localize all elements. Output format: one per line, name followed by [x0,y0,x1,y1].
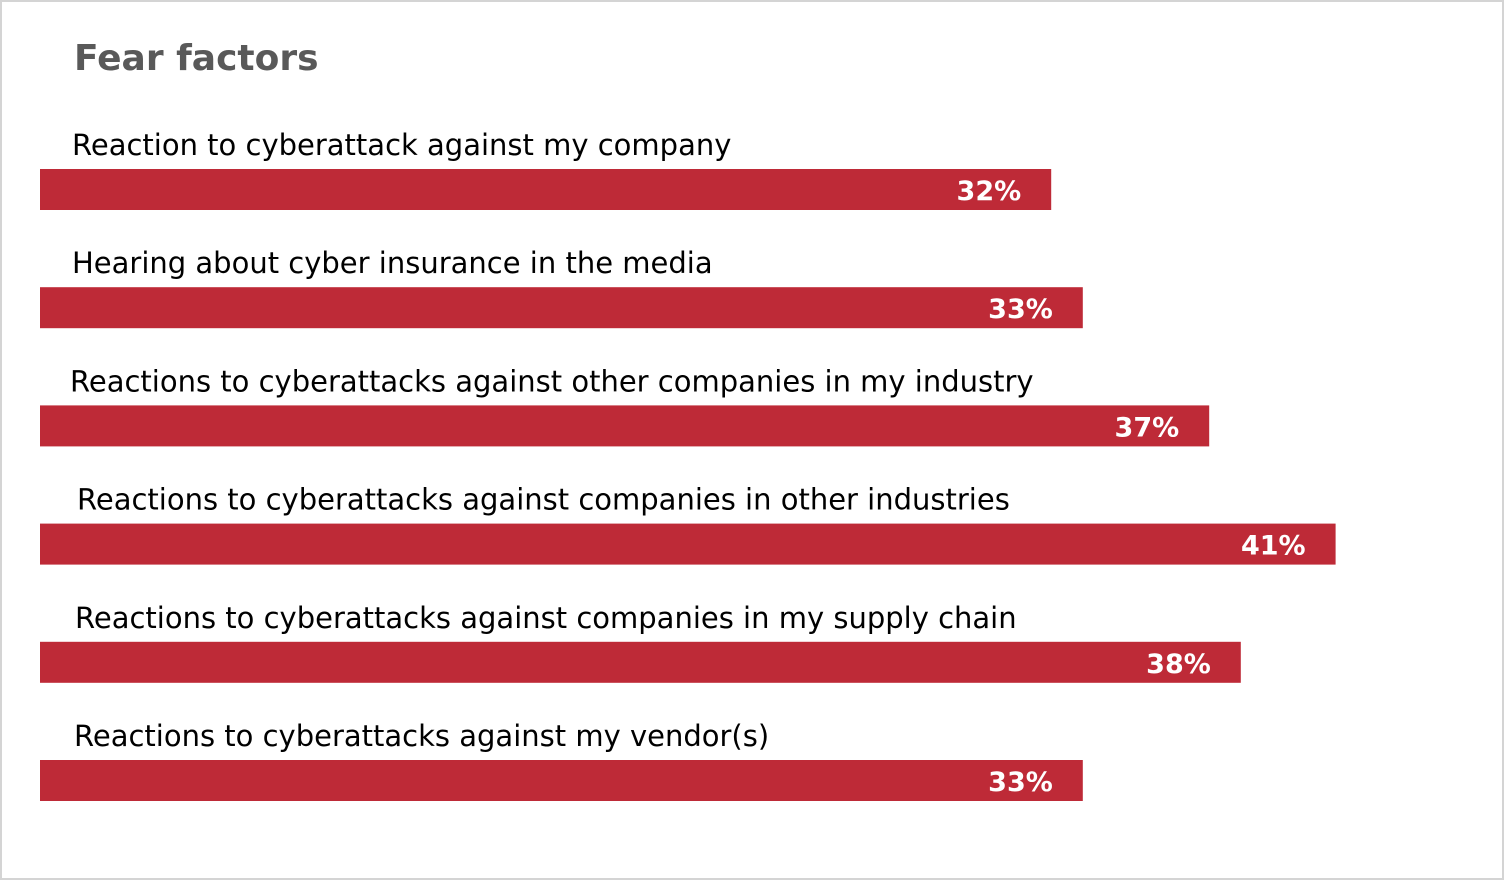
bar [40,760,1083,801]
value-label: 33% [988,294,1053,325]
chart-title: Fear factors [74,38,319,79]
category-label: Reaction to cyberattack against my compa… [72,128,731,162]
bar [40,169,1052,210]
value-label: 41% [1241,531,1306,562]
bar [40,287,1083,329]
bar [40,641,1241,683]
category-label: Reactions to cyberattacks against compan… [75,601,1017,635]
category-label: Hearing about cyber insurance in the med… [72,246,713,280]
bar [40,523,1336,565]
value-label: 38% [1146,649,1211,680]
category-label: Reactions to cyberattacks against other … [70,364,1034,398]
category-label: Reactions to cyberattacks against my ven… [74,719,769,753]
value-label: 33% [988,767,1053,798]
category-label: Reactions to cyberattacks against compan… [77,483,1010,517]
value-label: 37% [1115,412,1180,443]
bar [40,405,1210,447]
value-label: 32% [957,176,1022,207]
